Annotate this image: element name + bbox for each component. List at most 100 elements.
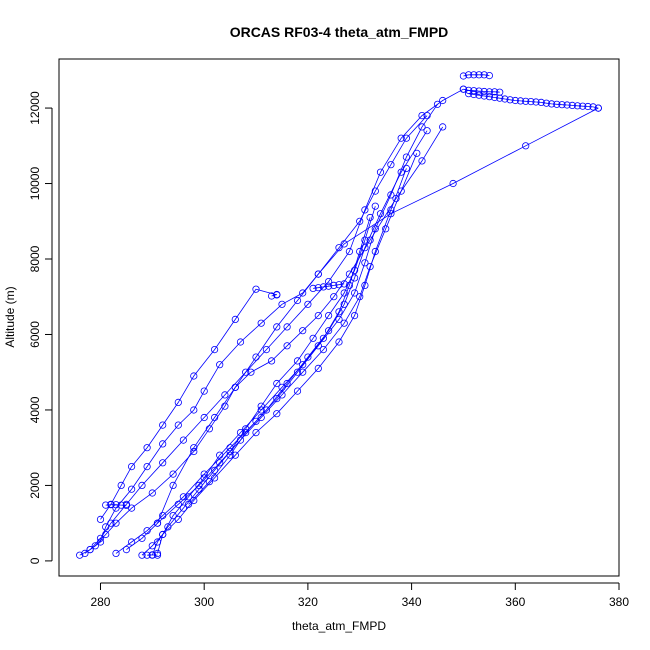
series-6 — [309, 280, 348, 292]
data-point — [96, 515, 105, 524]
data-point — [102, 501, 110, 509]
data-point — [319, 345, 327, 354]
data-point — [91, 542, 99, 550]
series-4 — [459, 85, 504, 96]
data-point — [324, 327, 333, 335]
data-point — [283, 342, 291, 350]
data-point — [174, 515, 182, 524]
data-point — [143, 462, 151, 471]
data-point — [345, 281, 353, 289]
data-point — [547, 100, 556, 108]
data-point — [174, 421, 182, 429]
data-point — [485, 93, 493, 101]
data-point — [480, 92, 488, 100]
series-line — [468, 93, 599, 109]
data-point — [475, 91, 483, 99]
data-point — [319, 283, 327, 291]
data-point — [242, 368, 250, 376]
data-point — [190, 406, 198, 414]
data-point — [335, 244, 343, 252]
data-point — [148, 542, 156, 550]
data-point — [86, 545, 94, 554]
data-point — [169, 511, 177, 520]
series-line — [126, 153, 418, 550]
data-point — [579, 102, 587, 110]
series-line — [141, 168, 407, 556]
data-point — [138, 481, 146, 489]
data-point — [262, 345, 270, 354]
x-tick-label: 280 — [90, 595, 110, 609]
data-point — [190, 372, 198, 380]
data-point — [314, 342, 322, 350]
data-point — [335, 308, 343, 316]
x-axis-label: theta_atm_FMPD — [292, 619, 386, 633]
data-point — [553, 100, 561, 108]
data-point — [402, 153, 410, 161]
data-point — [470, 87, 478, 95]
data-point — [439, 96, 447, 105]
data-point — [573, 102, 582, 110]
series-line — [157, 217, 371, 554]
data-point — [283, 379, 291, 388]
data-point — [200, 474, 208, 482]
data-point — [293, 296, 302, 305]
data-point — [190, 496, 198, 505]
data-point — [350, 289, 359, 297]
data-point — [490, 93, 499, 102]
y-tick-label: 10000 — [28, 167, 42, 201]
data-point — [387, 191, 395, 199]
data-point — [236, 338, 245, 346]
data-point — [335, 315, 343, 323]
data-point — [371, 247, 379, 256]
data-point — [96, 538, 105, 546]
data-point — [324, 311, 333, 320]
y-tick-label: 8000 — [28, 245, 42, 272]
data-point — [516, 97, 525, 105]
data-point — [252, 417, 260, 425]
data-point — [304, 353, 312, 361]
data-point — [293, 357, 302, 365]
data-point — [340, 280, 348, 288]
data-point — [480, 71, 488, 79]
data-point — [464, 86, 473, 94]
series-3 — [464, 90, 602, 112]
data-point — [542, 99, 551, 107]
data-point — [470, 71, 478, 79]
data-point — [267, 357, 276, 365]
data-point — [314, 311, 322, 320]
data-point — [335, 338, 343, 346]
data-point — [221, 402, 229, 410]
data-point — [418, 112, 426, 120]
data-point — [231, 383, 239, 391]
data-point — [138, 551, 146, 559]
data-point — [190, 447, 198, 456]
data-point — [231, 451, 239, 459]
data-point — [501, 95, 509, 103]
data-point — [527, 98, 535, 106]
data-point — [138, 534, 146, 542]
y-tick-label: 0 — [28, 557, 42, 564]
data-point — [252, 285, 260, 293]
data-point — [143, 551, 151, 559]
data-point — [153, 549, 162, 558]
series-16 — [185, 127, 431, 508]
series-2 — [459, 71, 493, 80]
data-point — [153, 551, 162, 559]
chart-title: ORCAS RF03-4 theta_atm_FMPD — [230, 24, 449, 40]
data-point — [475, 71, 483, 79]
data-point — [350, 274, 359, 282]
data-point — [153, 519, 162, 527]
data-point — [537, 98, 545, 107]
data-point — [449, 179, 457, 188]
data-point — [356, 217, 364, 225]
data-point — [76, 551, 84, 559]
data-point — [231, 315, 239, 323]
data-point — [345, 247, 353, 256]
data-point — [159, 421, 167, 429]
data-point — [314, 284, 322, 292]
data-point — [257, 319, 265, 327]
data-point — [112, 519, 120, 527]
series-line — [115, 104, 438, 554]
data-point — [418, 123, 426, 131]
data-point — [252, 428, 260, 437]
